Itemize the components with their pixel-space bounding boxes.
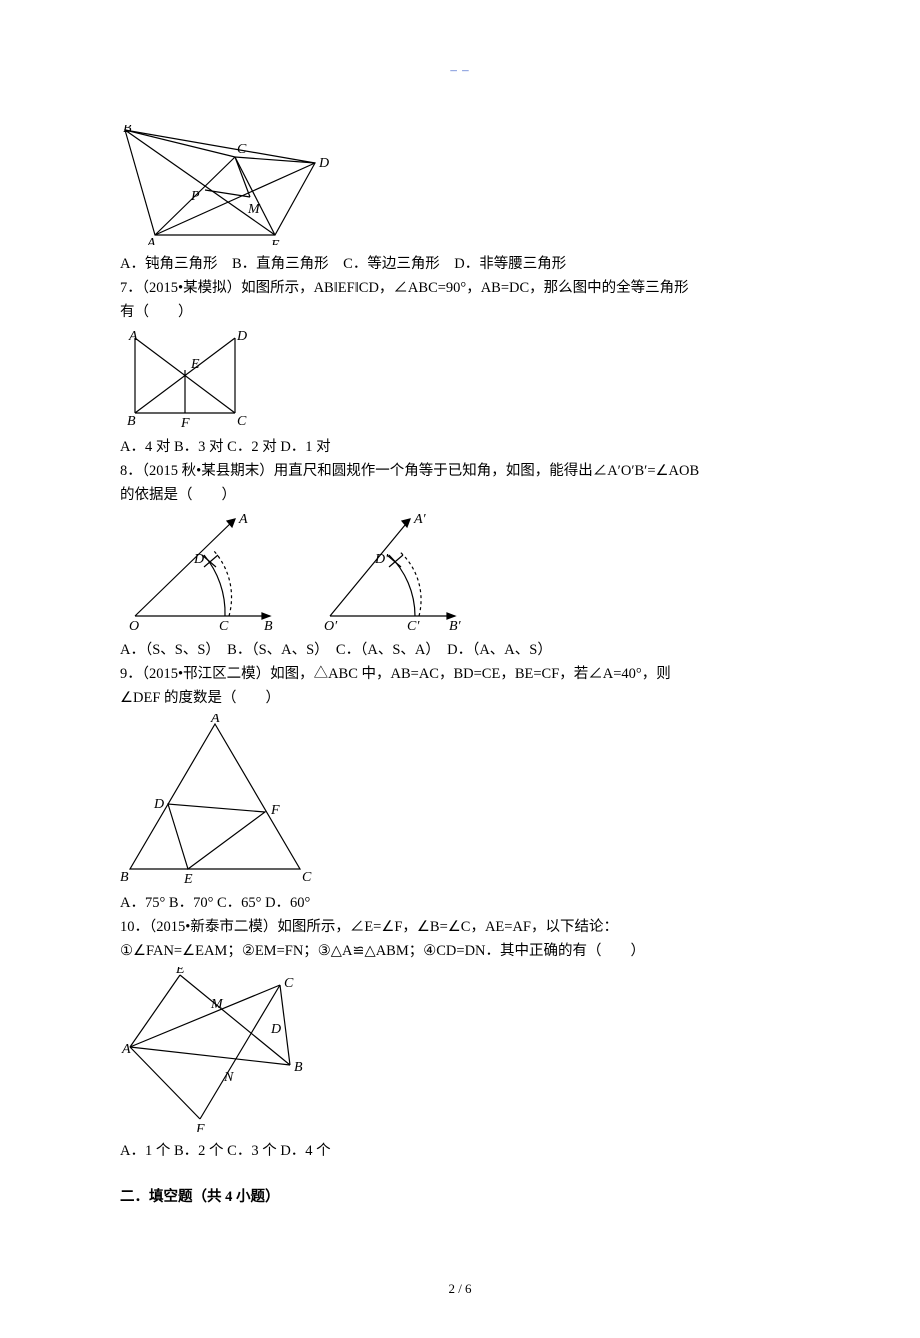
q9-figure: A B C D E F — [120, 714, 800, 892]
svg-text:E: E — [183, 872, 193, 884]
svg-text:D′: D′ — [374, 552, 389, 567]
svg-text:O: O — [129, 619, 139, 631]
svg-text:C: C — [284, 976, 294, 991]
svg-text:B′: B′ — [449, 619, 462, 631]
svg-text:A: A — [128, 329, 138, 344]
q7-line1: 7．（2015•某模拟）如图所示，AB‖EF‖CD，∠ABC=90°，AB=DC… — [120, 278, 800, 300]
svg-text:D: D — [318, 156, 329, 171]
q10-line2: ①∠FAN=∠EAM；②EM=FN；③△A≌△ABM；④CD=DN．其中正确的有… — [120, 941, 800, 963]
svg-text:A: A — [146, 236, 156, 245]
svg-text:A′: A′ — [413, 512, 427, 527]
section-2-title: 二．填空题（共 4 小题） — [120, 1187, 800, 1209]
svg-text:C: C — [237, 414, 247, 428]
q8-line2: 的依据是（ ） — [120, 485, 800, 507]
svg-text:M: M — [210, 997, 224, 1012]
svg-text:P: P — [190, 189, 200, 204]
svg-text:C: C — [302, 870, 312, 884]
svg-text:C: C — [219, 619, 229, 631]
header-mark: – – — [120, 60, 800, 80]
svg-text:O′: O′ — [324, 619, 338, 631]
q10-options: A．1 个 B．2 个 C．3 个 D．4 个 — [120, 1141, 800, 1163]
svg-text:M: M — [247, 202, 261, 217]
q7-figure: A D B C E F — [120, 328, 800, 436]
svg-text:F: F — [195, 1122, 205, 1132]
page: – – B A E D C P M A．钝角三角形 B．直角三角形 C．等边三角形 D．非… — [0, 0, 920, 1338]
svg-text:B: B — [127, 414, 136, 428]
svg-text:C: C — [237, 142, 247, 157]
q9-options: A．75° B．70° C．65° D．60° — [120, 893, 800, 915]
svg-text:E: E — [270, 238, 280, 245]
svg-text:C′: C′ — [407, 619, 420, 631]
q6-options: A．钝角三角形 B．直角三角形 C．等边三角形 D．非等腰三角形 — [120, 254, 800, 276]
page-footer: 2 / 6 — [120, 1279, 800, 1299]
svg-text:B: B — [264, 619, 273, 631]
svg-text:D: D — [153, 797, 164, 812]
q8-line1: 8．（2015 秋•某县期末）用直尺和圆规作一个角等于已知角，如图，能得出∠A′… — [120, 461, 800, 483]
q8-figure: O B C A D O′ B′ C′ A′ D′ — [120, 511, 800, 639]
svg-text:D: D — [193, 552, 204, 567]
svg-text:B: B — [120, 870, 129, 884]
q10-figure: A E C M D B N F — [120, 967, 800, 1140]
svg-text:E: E — [190, 357, 200, 372]
q9-line2: ∠DEF 的度数是（ ） — [120, 688, 800, 710]
svg-text:N: N — [223, 1070, 234, 1085]
q9-line1: 9．（2015•邗江区二模）如图，△ABC 中，AB=AC，BD=CE，BE=C… — [120, 664, 800, 686]
q10-line1: 10．（2015•新泰市二模）如图所示，∠E=∠F，∠B=∠C，AE=AF，以下… — [120, 917, 800, 939]
svg-text:B: B — [123, 125, 132, 136]
q6-figure: B A E D C P M — [120, 125, 800, 253]
svg-text:B: B — [294, 1060, 303, 1075]
svg-text:F: F — [180, 416, 190, 428]
q8-options: A．（S、S、S） B．（S、A、S） C．（A、S、A） D．（A、A、S） — [120, 640, 800, 662]
svg-text:A: A — [210, 714, 220, 726]
svg-text:D: D — [236, 329, 247, 344]
q7-options: A．4 对 B．3 对 C．2 对 D．1 对 — [120, 437, 800, 459]
svg-text:D: D — [270, 1022, 281, 1037]
svg-text:F: F — [270, 803, 280, 818]
q7-line2: 有（ ） — [120, 302, 800, 324]
svg-text:A: A — [238, 512, 248, 527]
svg-text:A: A — [121, 1042, 131, 1057]
svg-text:E: E — [175, 967, 185, 977]
